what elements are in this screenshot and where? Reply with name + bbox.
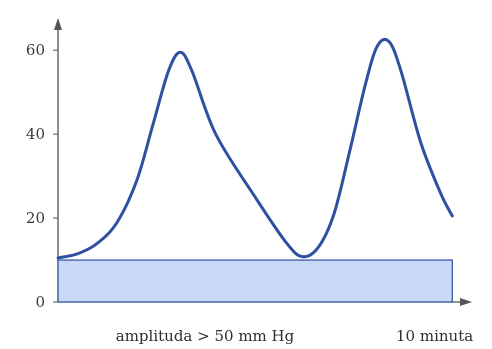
- y-tick-label: 20: [26, 209, 45, 227]
- y-axis: [54, 18, 62, 302]
- y-tick-label: 0: [35, 293, 45, 311]
- baseline-band: [57, 259, 453, 303]
- y-axis-arrow: [54, 18, 62, 30]
- x-axis-label: amplituda > 50 mm Hg: [116, 327, 295, 345]
- y-tick-label: 40: [26, 125, 45, 143]
- x-axis-arrow: [460, 298, 472, 306]
- y-ticks: 0 20 40 60: [26, 41, 58, 311]
- x-axis-end-label: 10 minuta: [396, 327, 473, 345]
- series-line: [56, 37, 454, 260]
- y-tick-label: 60: [26, 41, 45, 59]
